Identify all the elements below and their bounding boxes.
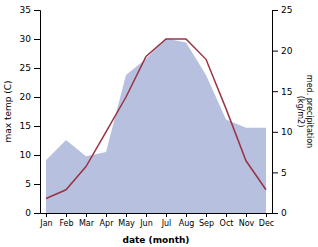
y2-tick-mark [272, 51, 278, 52]
y-tick-label: 20 [20, 92, 32, 102]
area [46, 38, 266, 213]
y-tick-label: 35 [20, 5, 31, 15]
x-tick-label: Jan [39, 219, 52, 228]
x-axis-line [41, 213, 273, 214]
x-tick: Oct [220, 213, 234, 228]
x-tick-mark [86, 213, 87, 217]
y-tick: 35 [20, 5, 40, 15]
x-tick: May [118, 213, 135, 228]
y2-tick-mark [272, 213, 278, 214]
y2-tick-mark [272, 132, 278, 133]
x-tick-label: Sep [199, 219, 214, 228]
x-tick-label: Jul [161, 219, 172, 228]
y2-tick-label: 25 [281, 5, 292, 15]
x-tick-label: Oct [220, 219, 234, 228]
y-tick: 25 [20, 63, 40, 73]
y-tick-mark [34, 68, 40, 69]
x-tick-mark [166, 213, 167, 217]
y2-tick-label: 0 [281, 208, 287, 218]
y-tick-mark [34, 10, 40, 11]
x-tick: Jul [161, 213, 172, 228]
y2-tick: 0 [272, 208, 287, 218]
line [46, 39, 266, 199]
x-tick: Jun [139, 213, 153, 228]
y-tick-label: 0 [25, 208, 31, 218]
y-tick: 15 [20, 121, 40, 131]
x-tick-mark [206, 213, 207, 217]
y2-tick-mark [272, 91, 278, 92]
y-tick-mark [34, 97, 40, 98]
y2-tick: 20 [272, 46, 293, 56]
x-tick-label: Aug [179, 219, 195, 228]
marks [46, 38, 266, 213]
x-tick-mark [186, 213, 187, 217]
x-tick-mark [246, 213, 247, 217]
y-tick: 5 [25, 179, 40, 189]
y-tick-label: 10 [20, 150, 32, 160]
y-tick-mark [34, 184, 40, 185]
y2-tick-label: 10 [281, 127, 293, 137]
x-tick-label: Feb [59, 219, 73, 228]
y2-tick-label: 5 [281, 168, 287, 178]
y-tick-mark [34, 39, 40, 40]
x-tick-label: Dec [259, 219, 274, 228]
y-tick-label: 30 [20, 34, 32, 44]
y-tick-mark [34, 213, 40, 214]
x-tick-mark [66, 213, 67, 217]
y-tick: 0 [25, 208, 40, 218]
y-axis-title: max temp (C) [3, 80, 13, 142]
y2-tick: 25 [272, 5, 292, 15]
x-tick-label: Mar [79, 219, 95, 228]
y-tick-label: 5 [25, 179, 31, 189]
y-tick: 10 [20, 150, 40, 160]
y2-tick: 15 [272, 87, 292, 97]
x-tick-label: May [118, 219, 135, 228]
y-axis-line [34, 11, 41, 214]
y2-tick-label: 20 [281, 46, 293, 56]
x-tick-mark [46, 213, 47, 217]
y-tick-mark [34, 126, 40, 127]
x-tick: Dec [259, 213, 274, 228]
x-axis-title: date (month) [123, 235, 190, 245]
x-tick-mark [126, 213, 127, 217]
y2-tick: 5 [272, 168, 287, 178]
x-tick-mark [146, 213, 147, 217]
x-tick-label: Nov [239, 219, 255, 228]
y-tick-mark [34, 155, 40, 156]
y-tick: 30 [20, 34, 40, 44]
x-tick: Mar [79, 213, 95, 228]
y-tick-label: 25 [20, 63, 31, 73]
x-tick: Sep [199, 213, 214, 228]
chart: Jan Feb Mar AprMay Jun Jul Aug Sep Oct Nov Dec 0 5 10… [0, 0, 318, 247]
x-tick-mark [266, 213, 267, 217]
y2-axis-title-line: (kg/m2) [296, 96, 305, 128]
x-axis: Jan Feb Mar AprMay Jun Jul Aug Sep Oct Nov Dec [39, 213, 274, 228]
plot-area: Jan Feb Mar AprMay Jun Jul Aug Sep Oct Nov Dec 0 5 10… [20, 5, 293, 227]
y-tick: 20 [20, 92, 40, 102]
y2-tick-mark [272, 10, 278, 11]
x-tick: Nov [239, 213, 255, 228]
y2-axis-title-line: med. precipitation [305, 75, 314, 148]
x-tick-label: Apr [100, 219, 115, 228]
x-tick: Apr [100, 213, 115, 228]
x-tick: Feb [59, 213, 73, 228]
x-tick: Aug [179, 213, 195, 228]
x-tick-mark [106, 213, 107, 217]
y-axis: 0 5 10 15 20 25 30 35 [20, 5, 41, 218]
x-tick: Jan [39, 213, 52, 228]
y2-axis-title: med. precipitation(kg/m2) [296, 75, 314, 148]
y2-axis-line [273, 11, 279, 214]
y2-tick-mark [272, 172, 278, 173]
x-tick-label: Jun [139, 219, 153, 228]
y2-tick: 10 [272, 127, 293, 137]
x-tick-mark [226, 213, 227, 217]
y2-axis: 0 5 10 15 20 25 [272, 5, 293, 218]
y-tick-label: 15 [20, 121, 31, 131]
y2-tick-label: 15 [281, 87, 292, 97]
